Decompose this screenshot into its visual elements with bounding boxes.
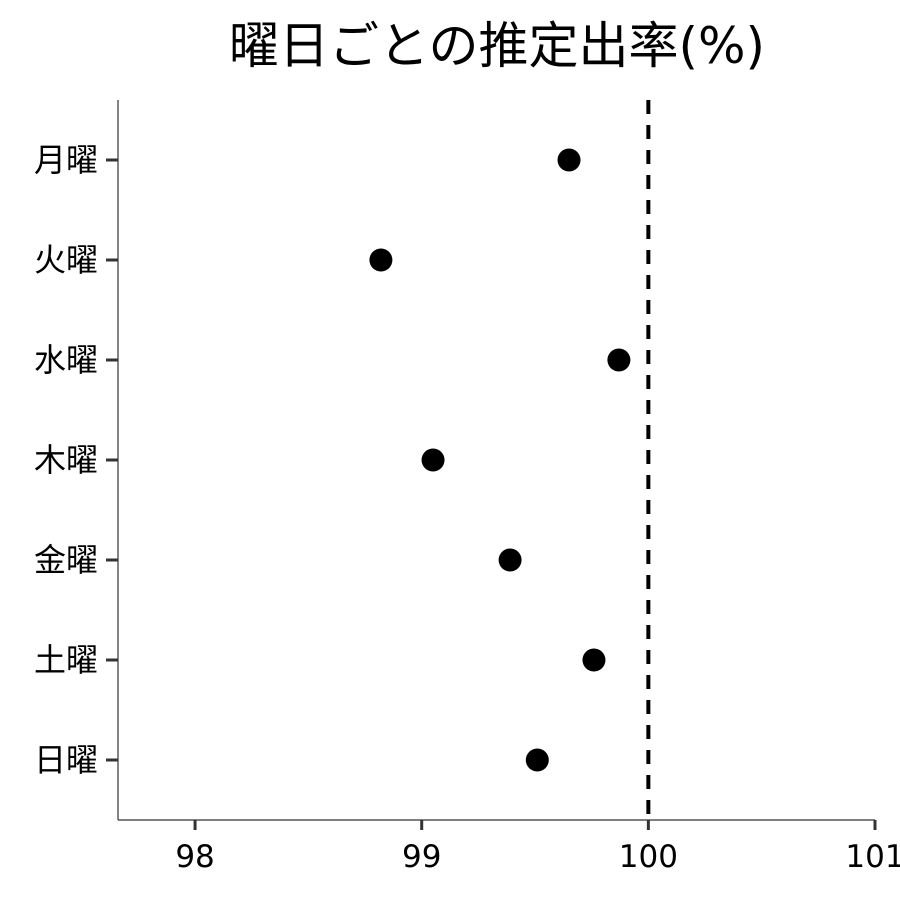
data-point — [498, 548, 522, 572]
data-point — [607, 348, 631, 372]
y-tick-label: 木曜 — [34, 441, 98, 479]
y-tick-label: 月曜 — [34, 141, 98, 179]
data-point — [421, 448, 445, 472]
y-tick-label: 金曜 — [34, 541, 98, 579]
y-tick-label: 土曜 — [34, 641, 98, 679]
x-tick-label: 99 — [402, 839, 441, 875]
data-points — [369, 148, 631, 772]
y-tick-label: 日曜 — [34, 741, 98, 779]
axes — [117, 100, 875, 821]
y-tick-label: 火曜 — [34, 241, 98, 279]
data-point — [369, 248, 393, 272]
x-axis-ticks: 98 99 100 101 — [175, 820, 900, 875]
y-tick-label: 水曜 — [34, 341, 98, 379]
chart-title: 曜日ごとの推定出率(%) — [229, 17, 765, 75]
data-point — [525, 748, 549, 772]
x-tick-label: 98 — [175, 839, 214, 875]
data-point — [582, 648, 606, 672]
x-tick-label: 101 — [845, 839, 900, 875]
data-point — [557, 148, 581, 172]
x-tick-label: 100 — [619, 839, 678, 875]
